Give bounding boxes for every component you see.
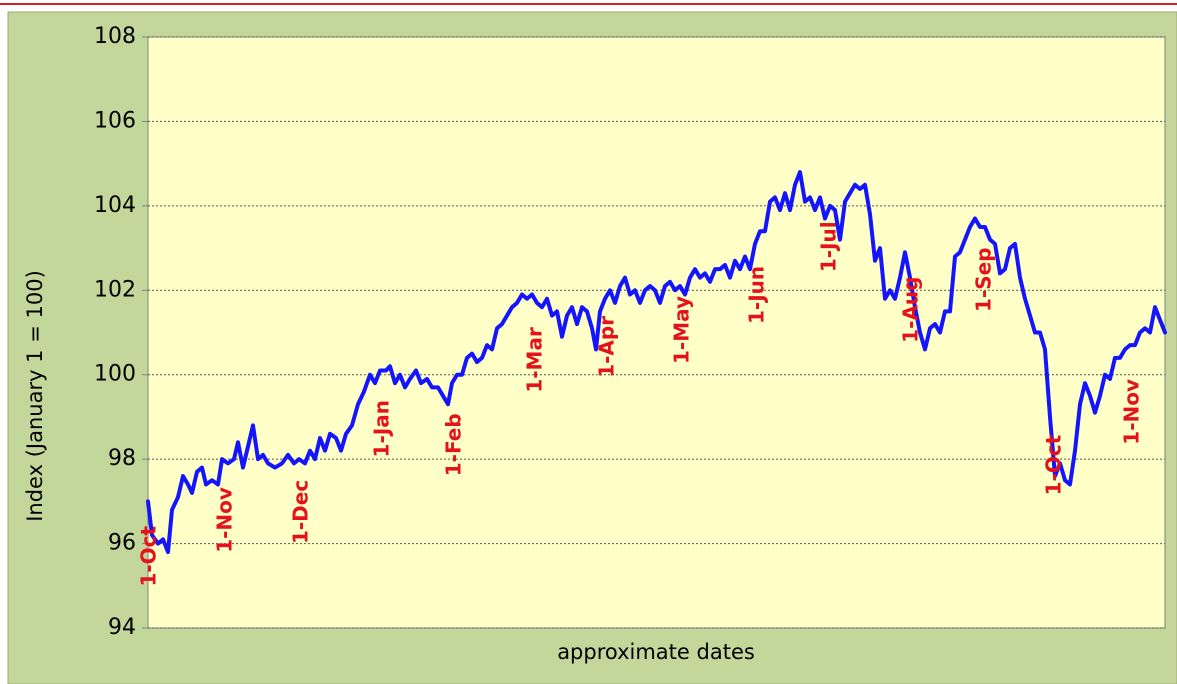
date-annotation: 1-Aug (899, 277, 923, 343)
date-annotation: 1-Nov (1120, 379, 1144, 445)
marks (146, 170, 1167, 555)
date-annotation: 1-Nov (213, 487, 237, 553)
y-axis-title: Index (January 1 = 100) (23, 270, 47, 522)
y-tick-label: 96 (108, 531, 136, 556)
date-annotation: 1-Jan (370, 400, 394, 457)
date-annotation: 1-May (670, 296, 694, 364)
date-annotation: 1-Feb (442, 413, 466, 476)
y-tick-label: 102 (94, 277, 136, 302)
y-tick-label: 106 (94, 108, 136, 133)
date-annotation: 1-Mar (523, 327, 547, 393)
date-annotation: 1-Dec (289, 480, 313, 544)
y-tick-label: 94 (108, 615, 136, 640)
date-annotation: 1-Apr (595, 316, 619, 378)
header-rule (0, 3, 1177, 5)
date-annotation: 1-Sep (972, 247, 996, 312)
y-tick-label: 104 (94, 193, 136, 218)
y-tick-label: 98 (108, 446, 136, 471)
date-annotation: 1-Jun (745, 266, 769, 324)
x-axis-title: approximate dates (557, 640, 755, 664)
labels: 94 96 98 100 102 104 106 108 1-Oct 1-Nov 1-Dec 1-Ja… (94, 24, 1144, 640)
date-annotation: 1-Jul (817, 221, 841, 272)
date-annotation: 1-Oct (137, 525, 161, 586)
date-annotation: 1-Oct (1042, 434, 1066, 495)
plot-area (147, 36, 1166, 629)
y-tick-label: 108 (94, 24, 136, 49)
data-line (146, 170, 1167, 555)
y-tick-label: 100 (94, 362, 136, 387)
grid (142, 36, 1165, 629)
